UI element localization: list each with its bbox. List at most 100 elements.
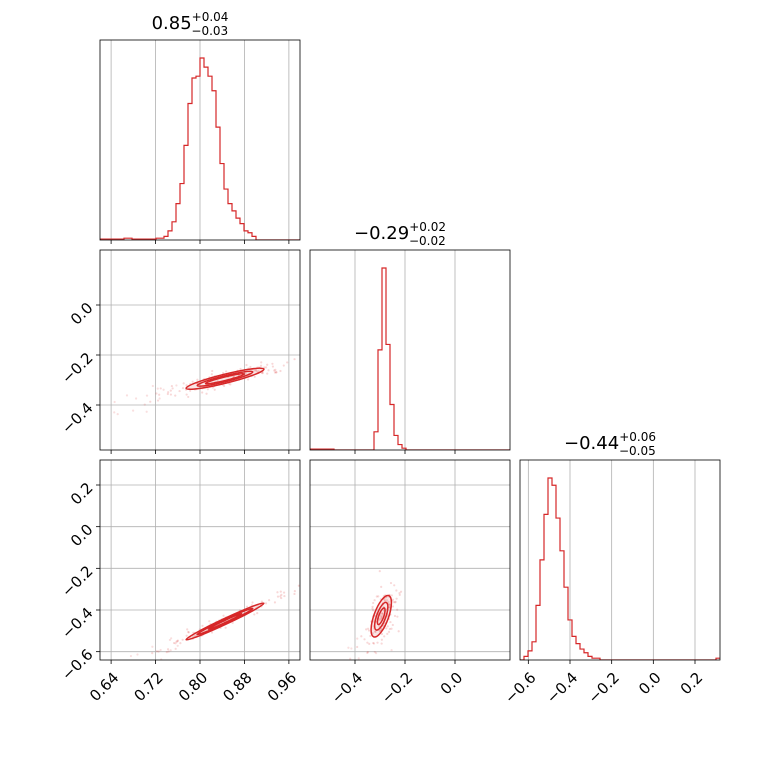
scatter-point xyxy=(166,392,169,396)
scatter-point xyxy=(374,678,376,680)
scatter-point xyxy=(246,378,250,381)
scatter-point xyxy=(390,648,393,652)
histogram-panel-2: −0.6 −0.4 −0.2 0.0 0.2 −0.44+0.06 −0.05 xyxy=(501,430,721,707)
axes-frame xyxy=(519,459,721,661)
scatter-point xyxy=(158,397,161,400)
scatter-point xyxy=(394,601,397,604)
plot-area xyxy=(128,573,314,668)
scatter-point xyxy=(156,387,159,390)
scatter-point xyxy=(191,380,194,383)
scatter-point xyxy=(273,369,276,372)
scatter-point xyxy=(282,364,285,367)
scatter-point xyxy=(366,661,368,663)
axes-frame xyxy=(309,249,511,451)
scatter-point xyxy=(221,371,225,375)
scatter-panel-0-2: 0.64 0.72 0.80 0.88 0.96 −0.6−0.4 −0.2 0.0 0.2 xyxy=(58,459,314,705)
scatter-point xyxy=(375,595,378,598)
scatter-point xyxy=(389,581,393,585)
scatter-point xyxy=(182,382,185,385)
contour-level-2 xyxy=(196,607,254,636)
contour-level-1 xyxy=(370,594,393,638)
scatter-point xyxy=(176,639,179,642)
scatter-point xyxy=(175,384,178,387)
scatter-point xyxy=(372,642,376,645)
scatter-point xyxy=(245,363,248,367)
scatter-point xyxy=(145,410,148,413)
title-minus: −0.05 xyxy=(619,444,656,458)
scatter-point xyxy=(176,640,179,643)
scatter-point xyxy=(391,598,395,601)
scatter-point xyxy=(266,372,269,375)
contour-level-1 xyxy=(185,602,265,641)
scatter-point xyxy=(174,647,177,650)
scatter-point xyxy=(396,615,399,618)
scatter-point xyxy=(260,600,264,603)
scatter-point xyxy=(379,615,383,618)
histogram-panel-1: −0.29+0.02 −0.02 xyxy=(309,220,511,454)
scatter-point xyxy=(167,650,170,653)
scatter-point xyxy=(390,627,393,630)
contour-level-3 xyxy=(204,372,246,385)
scatter-point xyxy=(211,369,214,373)
scatter-point xyxy=(367,629,371,632)
x-tick-label: −0.2 xyxy=(584,669,622,707)
scatter-point xyxy=(151,384,154,388)
scatter-point xyxy=(166,648,170,651)
scatter-point xyxy=(176,644,179,647)
scatter-point xyxy=(365,628,368,631)
axes-frame xyxy=(309,459,511,661)
scatter-point xyxy=(373,630,377,633)
scatter-point xyxy=(249,365,252,369)
scatter-point xyxy=(360,635,363,638)
scatter-point xyxy=(266,363,269,366)
scatter-point xyxy=(369,634,372,638)
title-plus: +0.02 xyxy=(409,220,446,234)
scatter-point xyxy=(350,647,353,650)
scatter-point xyxy=(393,584,396,587)
scatter-point xyxy=(267,598,271,602)
scatter-point xyxy=(380,617,383,621)
scatter-point xyxy=(167,391,170,394)
scatter-point xyxy=(211,386,214,389)
scatter-point xyxy=(398,592,401,595)
scatter-point xyxy=(371,607,374,610)
scatter-point xyxy=(293,589,296,593)
scatter-point xyxy=(205,392,208,395)
histogram-line xyxy=(310,267,510,450)
y-tick-label: −0.2 xyxy=(58,349,96,387)
x-tick-label: 0.2 xyxy=(677,669,707,699)
scatter-point xyxy=(312,573,314,575)
scatter-point xyxy=(381,613,384,616)
scatter-point xyxy=(210,631,214,634)
scatter-point xyxy=(175,640,178,643)
scatter-point xyxy=(380,616,383,619)
scatter-point xyxy=(275,371,278,374)
scatter-point xyxy=(185,393,188,396)
x-tick-label: 0.0 xyxy=(635,669,665,699)
scatter-point xyxy=(178,389,181,393)
scatter-point xyxy=(257,370,260,373)
x-tick-label: 0.96 xyxy=(264,669,300,705)
plot-area xyxy=(347,569,403,680)
scatter-point xyxy=(378,569,381,573)
scatter-point xyxy=(165,651,168,654)
scatter-point xyxy=(395,597,398,600)
scatter-point xyxy=(376,641,379,644)
scatter-point xyxy=(213,388,216,391)
scatter-point xyxy=(347,646,350,649)
y-tick-label: 0.0 xyxy=(67,520,97,550)
scatter-point xyxy=(131,409,135,412)
scatter-point xyxy=(260,361,263,364)
scatter-point xyxy=(386,625,389,628)
x-tick-label: 0.64 xyxy=(86,669,122,705)
scatter-point xyxy=(157,650,160,653)
scatter-point xyxy=(155,392,158,395)
scatter-point xyxy=(388,603,391,606)
scatter-point xyxy=(172,641,176,645)
y-tick-label: −0.4 xyxy=(58,604,96,642)
scatter-point xyxy=(128,666,130,668)
scatter-point xyxy=(293,592,296,596)
scatter-point xyxy=(151,645,154,648)
scatter-point xyxy=(160,658,163,660)
histogram-panel-0: 0.85+0.04 −0.03 xyxy=(99,10,301,244)
